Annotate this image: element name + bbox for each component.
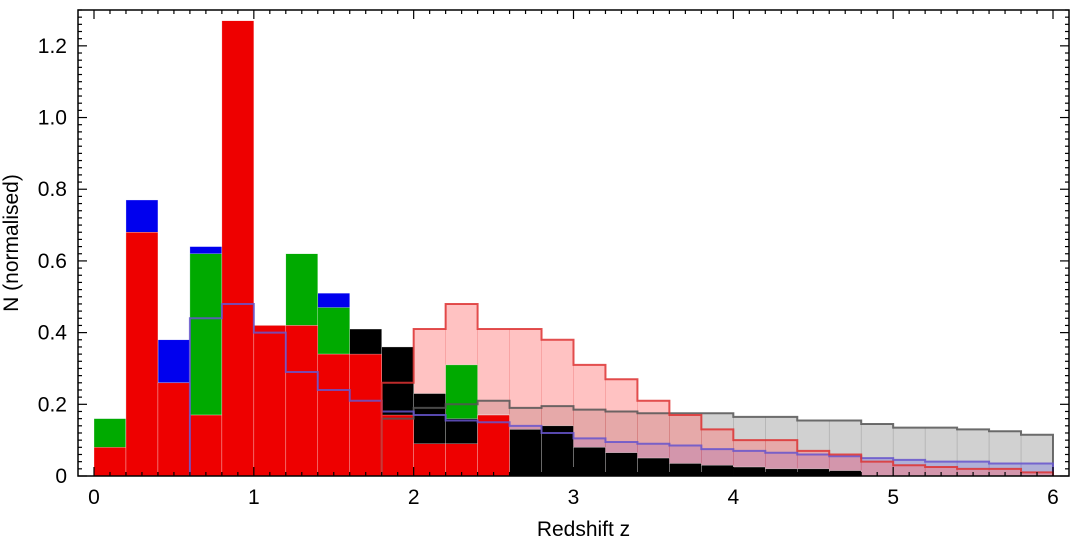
- bar-2: [573, 447, 606, 477]
- tick-labels: 0 1 2 3 4 5 6 0 0.2 0.4 0.6 0.8 1.0 1.2: [38, 35, 1059, 509]
- y-tick-label: 0.4: [38, 322, 68, 345]
- step-lines-layer: [188, 302, 1054, 476]
- bar-3: [253, 325, 287, 477]
- bar-3: [125, 231, 159, 477]
- bar-3: [349, 353, 382, 477]
- bar-3: [157, 382, 191, 477]
- x-tick-label: 6: [1047, 486, 1059, 509]
- bar-3: [189, 414, 223, 477]
- bar-3: [285, 325, 319, 477]
- y-tick-label: 1.2: [38, 35, 67, 58]
- bar-2: [541, 425, 574, 477]
- x-tick-label: 3: [568, 486, 580, 509]
- x-tick-label: 1: [248, 486, 260, 509]
- bar-3: [477, 414, 510, 477]
- bar-3: [221, 20, 255, 477]
- x-tick-label: 4: [727, 486, 739, 509]
- y-tick-label: 0.2: [38, 393, 67, 416]
- step-line-2: [380, 302, 1054, 476]
- bar-3: [381, 414, 414, 477]
- step-line-0: [380, 399, 1054, 476]
- x-tick-label: 5: [887, 486, 899, 509]
- y-tick-label: 0.6: [38, 250, 67, 273]
- y-axis-title: N (normalised): [0, 174, 23, 312]
- bar-3: [317, 353, 350, 477]
- axis-ticks: [78, 9, 1069, 477]
- x-tick-label: 0: [88, 486, 100, 509]
- bars-layer: [93, 20, 862, 477]
- y-tick-label: 0: [55, 465, 67, 488]
- x-tick-label: 2: [408, 486, 420, 509]
- bar-3: [445, 443, 478, 477]
- bar-2: [509, 429, 542, 477]
- x-axis-title: Redshift z: [537, 518, 630, 541]
- bar-3: [93, 447, 127, 477]
- y-tick-label: 0.8: [38, 178, 67, 201]
- y-tick-label: 1.0: [38, 107, 67, 130]
- bar-3: [413, 443, 446, 477]
- step-line-1: [188, 302, 1054, 476]
